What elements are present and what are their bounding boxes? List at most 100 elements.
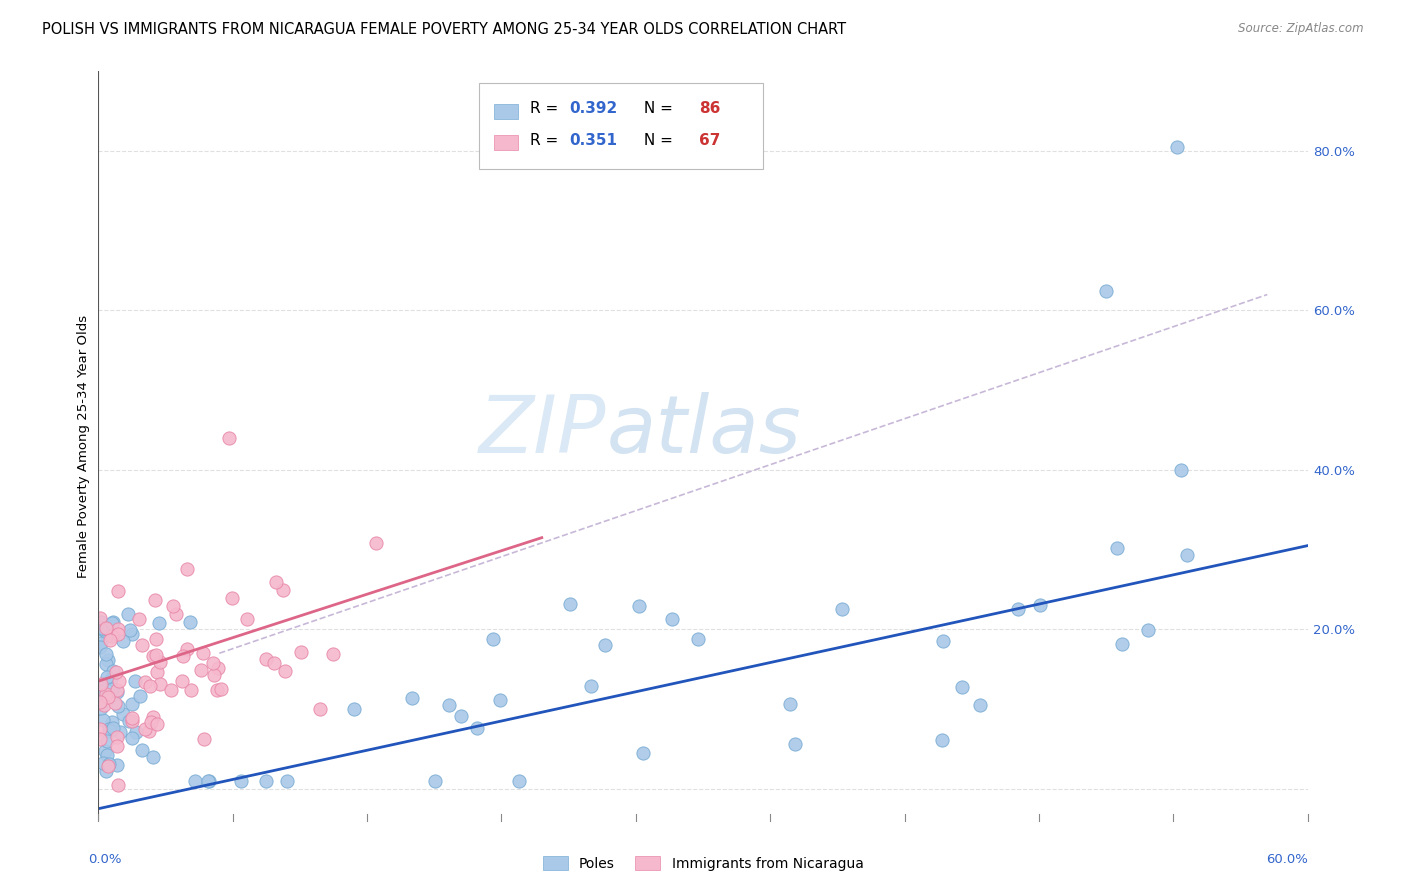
Point [138, 724, 160, 739]
Point [145, 632, 167, 646]
Point [579, 679, 602, 693]
Text: 0.392: 0.392 [569, 102, 617, 116]
Point [322, 647, 344, 661]
Text: 67: 67 [699, 133, 721, 148]
Point [783, 738, 806, 752]
Point [180, 683, 202, 698]
Point [146, 717, 169, 731]
Point [97, 758, 120, 772]
Point [508, 773, 530, 788]
Point [148, 615, 170, 630]
Point [1007, 602, 1029, 616]
Point [93, 698, 115, 712]
Point [190, 663, 212, 677]
Point [142, 749, 165, 764]
Text: 60.0%: 60.0% [1265, 853, 1308, 865]
Point [366, 536, 388, 550]
Point [290, 645, 312, 659]
Point [107, 778, 129, 792]
Point [179, 615, 201, 630]
Point [145, 648, 167, 662]
Point [96, 670, 118, 684]
Point [90, 701, 112, 715]
Point [595, 638, 617, 652]
Point [439, 698, 461, 713]
Point [97, 757, 120, 772]
Point [236, 612, 259, 626]
Point [950, 680, 973, 694]
Point [118, 714, 141, 728]
Text: atlas: atlas [606, 392, 801, 470]
Point [107, 622, 129, 636]
Point [1029, 598, 1052, 612]
Point [686, 632, 709, 646]
Point [465, 721, 488, 735]
Point [105, 757, 128, 772]
Bar [479, 83, 763, 169]
Point [628, 599, 651, 614]
Point [218, 431, 240, 445]
Point [207, 661, 229, 675]
Point [1137, 623, 1160, 637]
Text: N =: N = [638, 133, 678, 148]
Point [89, 635, 111, 649]
Point [91, 622, 114, 636]
Point [107, 739, 129, 754]
Point [121, 697, 143, 711]
Point [134, 723, 156, 737]
Point [97, 653, 120, 667]
Text: R =: R = [530, 133, 564, 148]
Point [101, 721, 124, 735]
Point [100, 616, 122, 631]
Point [131, 743, 153, 757]
Point [101, 681, 124, 696]
Point [100, 714, 122, 729]
Text: 0.351: 0.351 [569, 133, 617, 148]
Text: 0.0%: 0.0% [89, 853, 122, 865]
Point [94, 647, 117, 661]
Point [450, 709, 472, 723]
Point [89, 611, 111, 625]
Point [162, 599, 184, 613]
Point [176, 642, 198, 657]
Point [89, 693, 111, 707]
Point [118, 624, 141, 638]
Point [107, 583, 129, 598]
Point [149, 677, 172, 691]
Point [100, 672, 122, 686]
Point [1111, 637, 1133, 651]
Point [91, 619, 114, 633]
Point [98, 632, 121, 647]
Point [117, 607, 139, 621]
Point [129, 689, 152, 703]
Point [1175, 548, 1198, 562]
Point [97, 690, 120, 705]
Point [193, 731, 215, 746]
Point [101, 629, 124, 643]
Point [271, 583, 294, 598]
Point [96, 747, 118, 762]
Point [165, 607, 187, 621]
Point [101, 615, 124, 629]
Point [89, 732, 111, 747]
Point [209, 682, 232, 697]
Point [125, 725, 148, 739]
Text: ZIP: ZIP [479, 392, 606, 470]
Point [112, 707, 135, 722]
Point [128, 611, 150, 625]
Point [108, 724, 131, 739]
Point [96, 629, 118, 643]
Point [94, 744, 117, 758]
Point [201, 656, 224, 670]
Point [1105, 541, 1128, 555]
Point [107, 685, 129, 699]
Point [98, 724, 121, 739]
Point [105, 682, 128, 697]
Point [1095, 284, 1118, 298]
Point [172, 648, 194, 663]
Point [401, 691, 423, 706]
Point [254, 773, 277, 788]
Point [221, 591, 243, 606]
Point [176, 562, 198, 576]
Text: 86: 86 [699, 102, 721, 116]
